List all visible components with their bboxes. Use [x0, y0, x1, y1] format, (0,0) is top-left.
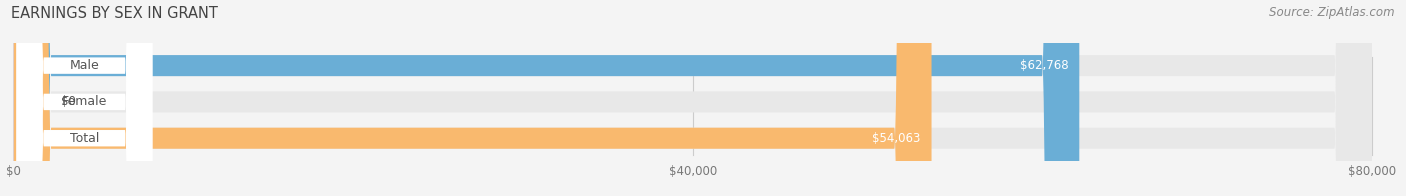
Text: EARNINGS BY SEX IN GRANT: EARNINGS BY SEX IN GRANT — [11, 6, 218, 21]
FancyBboxPatch shape — [17, 0, 152, 196]
FancyBboxPatch shape — [14, 0, 932, 196]
FancyBboxPatch shape — [14, 0, 1372, 196]
Text: Total: Total — [70, 132, 98, 145]
FancyBboxPatch shape — [14, 0, 1372, 196]
FancyBboxPatch shape — [17, 0, 152, 196]
Text: Source: ZipAtlas.com: Source: ZipAtlas.com — [1270, 6, 1395, 19]
FancyBboxPatch shape — [14, 0, 1080, 196]
Text: $0: $0 — [62, 95, 76, 108]
Text: Female: Female — [62, 95, 107, 108]
FancyBboxPatch shape — [17, 0, 152, 196]
Text: $62,768: $62,768 — [1019, 59, 1069, 72]
Text: Male: Male — [69, 59, 100, 72]
FancyBboxPatch shape — [14, 0, 48, 196]
Text: $54,063: $54,063 — [872, 132, 921, 145]
FancyBboxPatch shape — [14, 0, 1372, 196]
